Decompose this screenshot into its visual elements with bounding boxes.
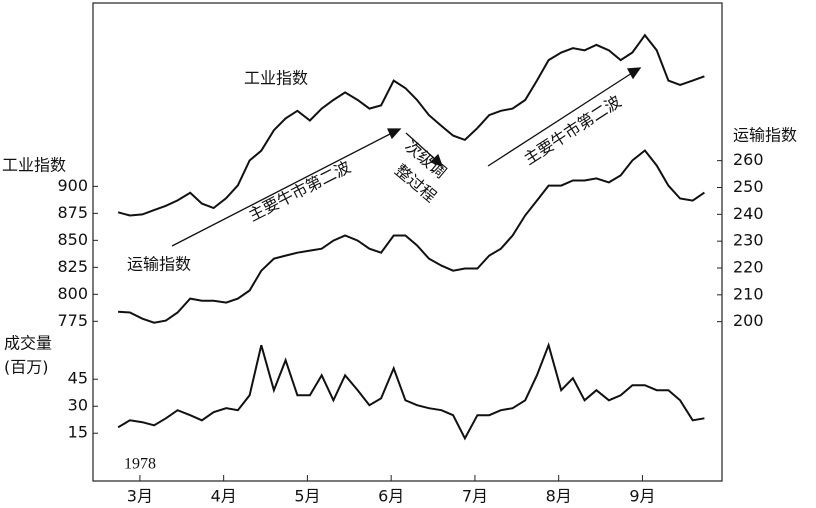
series-label: 工业指数 bbox=[244, 69, 308, 88]
y-axis-title: 工业指数 bbox=[2, 156, 66, 175]
data-line bbox=[117, 342, 705, 441]
y2-tick-label: 220 bbox=[733, 257, 764, 276]
y2-tick-label: 200 bbox=[733, 311, 764, 330]
data-line bbox=[118, 149, 705, 324]
y2-tick-label: 250 bbox=[733, 177, 764, 196]
arrow-head bbox=[626, 67, 642, 80]
volume-title: 成交量 bbox=[4, 334, 52, 353]
annotation: 主要牛市第二波 bbox=[520, 92, 624, 169]
x-tick-label: 3月 bbox=[127, 487, 153, 506]
plot-frame bbox=[92, 2, 723, 482]
x-tick-label: 4月 bbox=[211, 487, 237, 506]
y-tick-label: 30 bbox=[68, 396, 88, 415]
arrow-head bbox=[386, 128, 402, 140]
year-label: 1978 bbox=[124, 456, 156, 473]
x-tick-label: 5月 bbox=[294, 487, 320, 506]
y-tick-label: 825 bbox=[57, 257, 88, 276]
y2-tick-label: 240 bbox=[733, 204, 764, 223]
arrow bbox=[171, 132, 393, 247]
x-tick-label: 8月 bbox=[546, 487, 572, 506]
arrow bbox=[405, 132, 437, 161]
arrow bbox=[487, 72, 633, 167]
x-tick-label: 9月 bbox=[629, 487, 655, 506]
y-tick-label: 900 bbox=[57, 176, 88, 195]
volume-unit: (百万) bbox=[4, 358, 49, 377]
y2-tick-label: 210 bbox=[733, 284, 764, 303]
annotation: 主要牛市第二波 bbox=[245, 157, 353, 225]
y-tick-label: 850 bbox=[57, 230, 88, 249]
y-tick-label: 800 bbox=[57, 284, 88, 303]
arrow-head bbox=[429, 153, 444, 168]
arrows bbox=[171, 67, 642, 247]
data-line bbox=[117, 33, 705, 217]
series-label: 运输指数 bbox=[127, 255, 191, 274]
y-tick-label: 45 bbox=[68, 369, 88, 388]
y-tick-label: 15 bbox=[68, 423, 88, 442]
y-tick-label: 775 bbox=[57, 311, 88, 330]
x-tick-label: 6月 bbox=[378, 487, 404, 506]
x-tick-label: 7月 bbox=[462, 487, 488, 506]
y2-axis-title: 运输指数 bbox=[733, 126, 797, 145]
y2-tick-label: 260 bbox=[733, 150, 764, 169]
y-tick-label: 875 bbox=[57, 203, 88, 222]
y2-tick-label: 230 bbox=[733, 231, 764, 250]
